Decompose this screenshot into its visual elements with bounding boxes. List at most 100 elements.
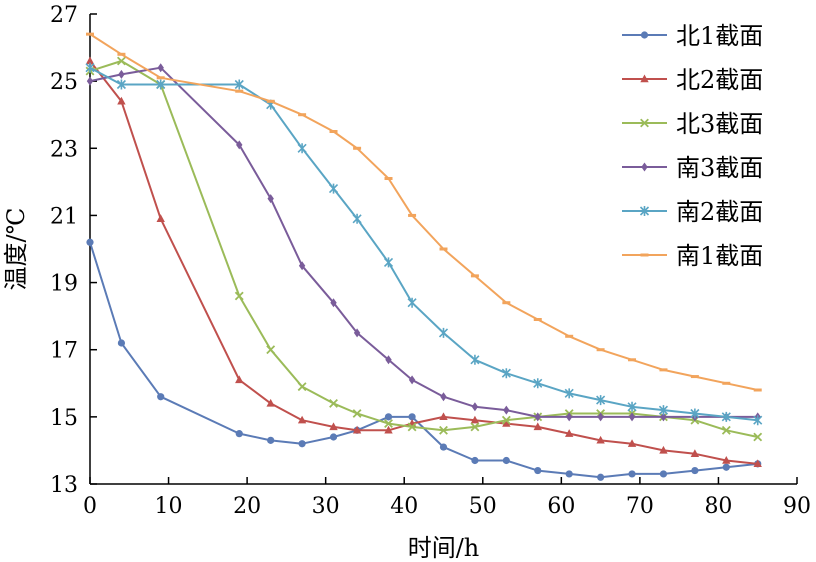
data-point xyxy=(659,368,668,372)
data-point xyxy=(471,402,479,412)
data-point xyxy=(722,463,730,471)
legend-label: 北3截面 xyxy=(676,110,763,138)
x-tick-label: 20 xyxy=(233,494,261,519)
legend-item: 南1截面 xyxy=(622,242,763,270)
data-point xyxy=(565,470,573,478)
data-point xyxy=(470,415,480,424)
plot-area: 0 10 20 30 40 50 60 70 80 90 13 15 17 19 21 23 25 27 xyxy=(50,3,811,519)
legend-label: 南3截面 xyxy=(676,154,763,182)
series-2 xyxy=(85,56,762,468)
data-point xyxy=(117,96,126,105)
data-point xyxy=(439,412,448,421)
data-point xyxy=(235,375,244,384)
y-axis-ticks: 13 15 17 19 21 23 25 27 xyxy=(50,3,97,498)
data-point xyxy=(298,261,306,271)
data-point xyxy=(640,253,649,257)
legend-label: 南1截面 xyxy=(676,242,763,270)
data-point xyxy=(384,425,393,434)
data-point xyxy=(116,79,126,90)
x-tick-label: 70 xyxy=(626,494,654,519)
data-point xyxy=(157,63,164,73)
series-3 xyxy=(85,56,763,442)
data-point xyxy=(470,354,480,365)
data-point xyxy=(565,412,573,422)
data-point xyxy=(234,291,244,301)
data-point xyxy=(439,425,448,435)
data-point xyxy=(156,76,165,80)
data-point xyxy=(596,348,605,352)
x-axis-title: 时间/h xyxy=(408,534,480,562)
data-point xyxy=(502,419,511,427)
x-tick-label: 0 xyxy=(83,494,97,519)
data-point xyxy=(266,398,275,407)
y-tick-label: 15 xyxy=(50,406,78,431)
data-point xyxy=(408,213,417,217)
x-axis-ticks: 0 10 20 30 40 50 60 70 80 90 xyxy=(83,477,811,519)
data-point xyxy=(86,238,94,246)
data-point xyxy=(117,339,126,347)
series-line xyxy=(89,66,758,418)
y-tick-label: 27 xyxy=(50,3,78,28)
data-point xyxy=(722,456,731,464)
data-point xyxy=(690,408,700,419)
legend-label: 南2截面 xyxy=(676,198,763,226)
data-point xyxy=(564,429,574,437)
data-point xyxy=(353,146,362,150)
legend-label: 北2截面 xyxy=(676,66,763,94)
data-point xyxy=(297,143,307,154)
x-tick-label: 60 xyxy=(547,494,575,519)
data-point xyxy=(564,388,574,399)
data-point xyxy=(384,177,393,180)
data-point xyxy=(267,194,274,204)
data-point xyxy=(86,32,94,36)
data-point xyxy=(596,395,606,406)
data-point xyxy=(353,328,361,338)
data-point xyxy=(501,368,511,379)
data-point xyxy=(658,405,669,416)
data-point xyxy=(116,56,126,66)
x-tick-label: 40 xyxy=(390,494,418,519)
series-line xyxy=(89,33,758,391)
series-6 xyxy=(86,32,762,392)
data-point xyxy=(660,412,667,422)
data-point xyxy=(659,445,668,454)
data-point xyxy=(628,412,636,422)
data-point xyxy=(156,79,166,90)
data-point xyxy=(298,113,307,117)
data-point xyxy=(329,433,338,441)
data-point xyxy=(721,425,731,435)
data-point xyxy=(640,31,649,39)
data-point xyxy=(565,334,574,338)
data-point xyxy=(640,74,649,83)
y-tick-label: 21 xyxy=(50,204,78,229)
data-point xyxy=(352,425,362,434)
legend-item: 北2截面 xyxy=(622,66,763,94)
data-point xyxy=(408,375,416,385)
data-point xyxy=(503,405,510,415)
data-point xyxy=(328,183,339,194)
series-5 xyxy=(85,62,763,426)
data-point xyxy=(640,118,649,128)
data-point xyxy=(407,297,417,308)
data-point xyxy=(383,257,394,268)
data-point xyxy=(384,419,393,429)
data-point xyxy=(329,130,338,133)
data-point xyxy=(407,422,417,432)
data-point xyxy=(266,345,276,355)
y-tick-label: 13 xyxy=(50,473,78,498)
data-point xyxy=(85,56,95,65)
data-point xyxy=(329,398,338,408)
data-point xyxy=(440,392,447,402)
data-point xyxy=(297,415,307,424)
data-point xyxy=(533,422,542,431)
data-point xyxy=(329,422,338,431)
x-tick-label: 30 xyxy=(312,494,340,519)
legend-item: 南3截面 xyxy=(622,154,763,182)
data-point xyxy=(235,89,244,93)
data-point xyxy=(533,318,542,321)
legend-label: 北1截面 xyxy=(676,22,763,50)
data-point xyxy=(722,381,731,385)
x-tick-label: 90 xyxy=(783,494,811,519)
